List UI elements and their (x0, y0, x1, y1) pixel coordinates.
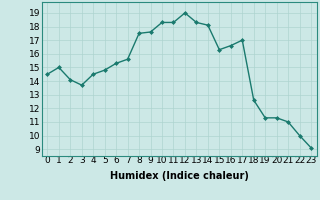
X-axis label: Humidex (Indice chaleur): Humidex (Indice chaleur) (110, 171, 249, 181)
